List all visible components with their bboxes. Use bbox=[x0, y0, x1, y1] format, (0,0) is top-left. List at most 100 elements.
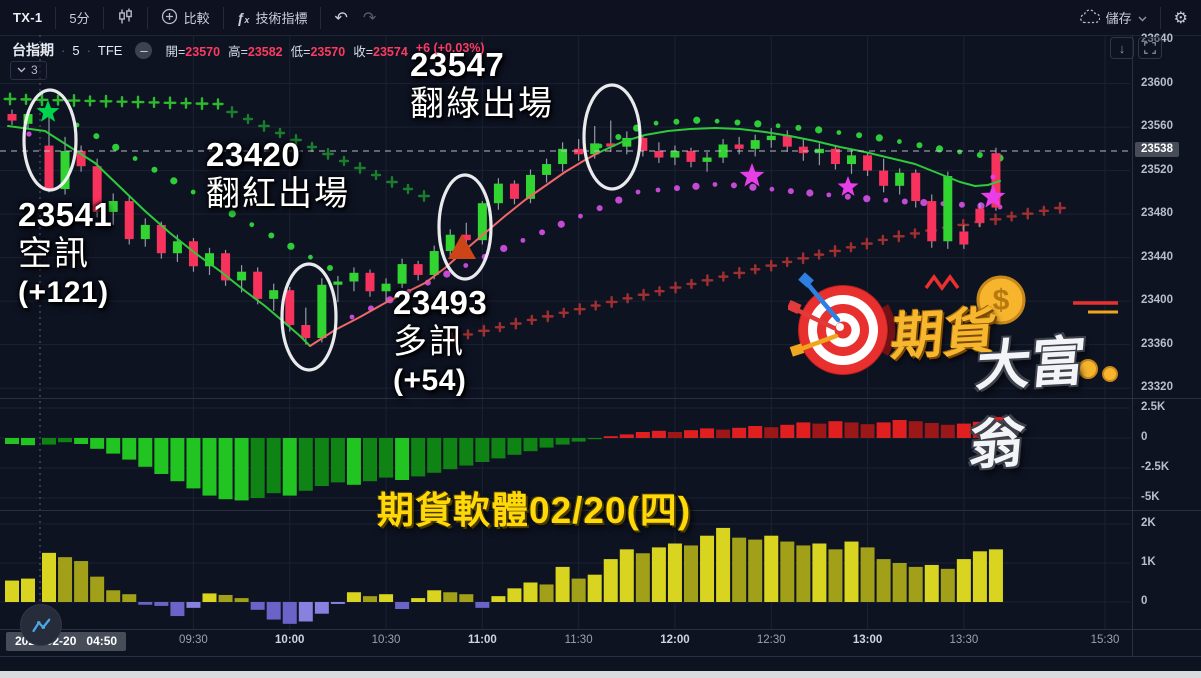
candlestick-chart-icon bbox=[117, 8, 134, 28]
high-label: 高= bbox=[228, 44, 248, 59]
area-chart-icon bbox=[32, 618, 51, 633]
open-label: 開= bbox=[165, 44, 186, 59]
price-axis[interactable]: 23640 23600 23560 23520 23480 23440 23400 23360… bbox=[1133, 33, 1201, 656]
price-tick: 23320 bbox=[1141, 381, 1173, 394]
symbol-label: TX-1 bbox=[13, 10, 43, 25]
maximize-button[interactable] bbox=[1138, 37, 1162, 59]
save-button[interactable]: 儲存 bbox=[1067, 0, 1160, 35]
price-tick: 23360 bbox=[1141, 337, 1173, 350]
fx-icon: ƒx bbox=[236, 9, 250, 26]
chart-type-button[interactable] bbox=[104, 0, 147, 35]
redo-button[interactable]: ↷ bbox=[361, 0, 389, 35]
gridlines bbox=[0, 35, 1130, 629]
time-tick: 10:00 bbox=[275, 634, 305, 646]
volume-tick: 1K bbox=[1141, 556, 1156, 568]
toolbar-divider bbox=[1159, 6, 1161, 29]
time-tick: 12:30 bbox=[756, 634, 786, 646]
legend-exchange[interactable]: TFE bbox=[97, 42, 123, 58]
high-value: 23582 bbox=[247, 44, 283, 59]
magenta-star bbox=[739, 163, 765, 187]
price-tick: 23400 bbox=[1141, 294, 1173, 307]
low-value: 23570 bbox=[310, 44, 346, 59]
volume-tick: 0 bbox=[1141, 595, 1148, 607]
change-value: +6 (+0.03%) bbox=[415, 40, 485, 55]
interval-button[interactable]: 5分 bbox=[56, 0, 102, 35]
indicators-button[interactable]: ƒx 技術指標 bbox=[224, 0, 321, 35]
volume-histogram bbox=[5, 527, 1003, 624]
short-signal-star bbox=[36, 100, 60, 122]
chevron-down-icon bbox=[17, 67, 26, 73]
macd-tick: -2.5K bbox=[1141, 461, 1170, 473]
legend-interval[interactable]: 5 bbox=[72, 42, 80, 58]
price-tick: 23440 bbox=[1141, 250, 1173, 263]
fullscreen-icon bbox=[1144, 42, 1156, 54]
cloud-icon bbox=[1079, 8, 1101, 27]
toolbar-divider bbox=[102, 6, 104, 29]
download-button[interactable]: ↓ bbox=[1110, 37, 1134, 59]
ellipse-annotations bbox=[22, 83, 642, 372]
redo-icon: ↷ bbox=[362, 9, 377, 27]
legend-symbol[interactable]: 台指期 bbox=[12, 42, 54, 58]
indicator-count: 3 bbox=[31, 63, 38, 77]
pane-mini-buttons: ↓ bbox=[1110, 37, 1162, 59]
open-value: 23570 bbox=[185, 44, 221, 59]
toolbar-divider bbox=[146, 6, 148, 29]
time-tick: 12:00 bbox=[660, 634, 690, 646]
macd-tick: 0 bbox=[1141, 431, 1148, 443]
magenta-star bbox=[837, 176, 859, 196]
price-tick: 23560 bbox=[1141, 120, 1173, 133]
low-label: 低= bbox=[290, 44, 311, 59]
volume-tick: 2K bbox=[1141, 517, 1156, 529]
compare-button[interactable]: 比較 bbox=[148, 0, 223, 35]
legend-separator: · bbox=[86, 42, 91, 58]
macd-tick: -5K bbox=[1141, 491, 1160, 503]
indicator-marker-bands bbox=[3, 92, 1066, 344]
symbol-button[interactable]: TX-1 bbox=[0, 0, 55, 35]
pane-separators bbox=[0, 35, 1201, 657]
time-tick: 11:00 bbox=[467, 634, 497, 646]
time-tick: 13:30 bbox=[949, 634, 979, 646]
pane-chart-button[interactable] bbox=[21, 605, 61, 645]
macd-histogram bbox=[5, 417, 1003, 501]
candlestick-series bbox=[7, 108, 1001, 345]
price-tick: 23520 bbox=[1141, 163, 1173, 176]
time-tick: 13:00 bbox=[852, 634, 883, 646]
indicators-label: 技術指標 bbox=[255, 11, 308, 26]
settings-button[interactable]: ⚙ bbox=[1161, 0, 1201, 35]
price-tick: 23480 bbox=[1141, 207, 1173, 220]
save-label: 儲存 bbox=[1105, 11, 1132, 26]
undo-icon: ↶ bbox=[334, 9, 348, 27]
legend-separator: · bbox=[61, 42, 66, 58]
bottom-edge-strip bbox=[0, 671, 1201, 678]
long-signal-triangle bbox=[448, 234, 476, 259]
compare-label: 比較 bbox=[183, 11, 210, 26]
session-time: 04:50 bbox=[86, 634, 118, 648]
plus-circle-icon bbox=[161, 8, 178, 28]
close-value: 23574 bbox=[373, 44, 408, 59]
hide-series-button[interactable]: – bbox=[135, 41, 153, 59]
interval-label: 5分 bbox=[69, 11, 90, 26]
indicators-collapse-button[interactable]: 3 bbox=[10, 61, 47, 80]
last-price-label: 23538 bbox=[1135, 142, 1179, 157]
price-tick: 23640 bbox=[1141, 33, 1173, 46]
ohlc-values: 開=23570 高=23582 低=23570 收=23574 +6 (+0.0… bbox=[165, 41, 484, 60]
chevron-down-icon bbox=[1138, 10, 1147, 25]
toolbar-divider bbox=[55, 6, 57, 29]
top-toolbar: TX-1 5分 比較 ƒx 技術指標 bbox=[0, 0, 1201, 36]
macd-tick: 2.5K bbox=[1141, 401, 1166, 413]
price-tick: 23600 bbox=[1141, 76, 1173, 89]
toolbar-divider bbox=[222, 6, 224, 29]
magenta-star bbox=[980, 184, 1006, 208]
gear-icon: ⚙ bbox=[1173, 9, 1188, 27]
download-icon: ↓ bbox=[1118, 40, 1126, 56]
time-axis[interactable]: 2025-02-20 04:50 09:3010:0010:3011:0011:… bbox=[0, 630, 1133, 656]
signal-markers bbox=[36, 100, 1006, 259]
close-label: 收= bbox=[353, 44, 374, 59]
time-tick: 11:30 bbox=[564, 634, 593, 646]
time-tick: 10:30 bbox=[371, 634, 401, 646]
undo-button[interactable]: ↶ bbox=[321, 0, 360, 35]
toolbar-divider bbox=[320, 6, 322, 29]
chart-legend: 台指期 · 5 · TFE – 開=23570 高=23582 低=23570 … bbox=[12, 40, 485, 60]
